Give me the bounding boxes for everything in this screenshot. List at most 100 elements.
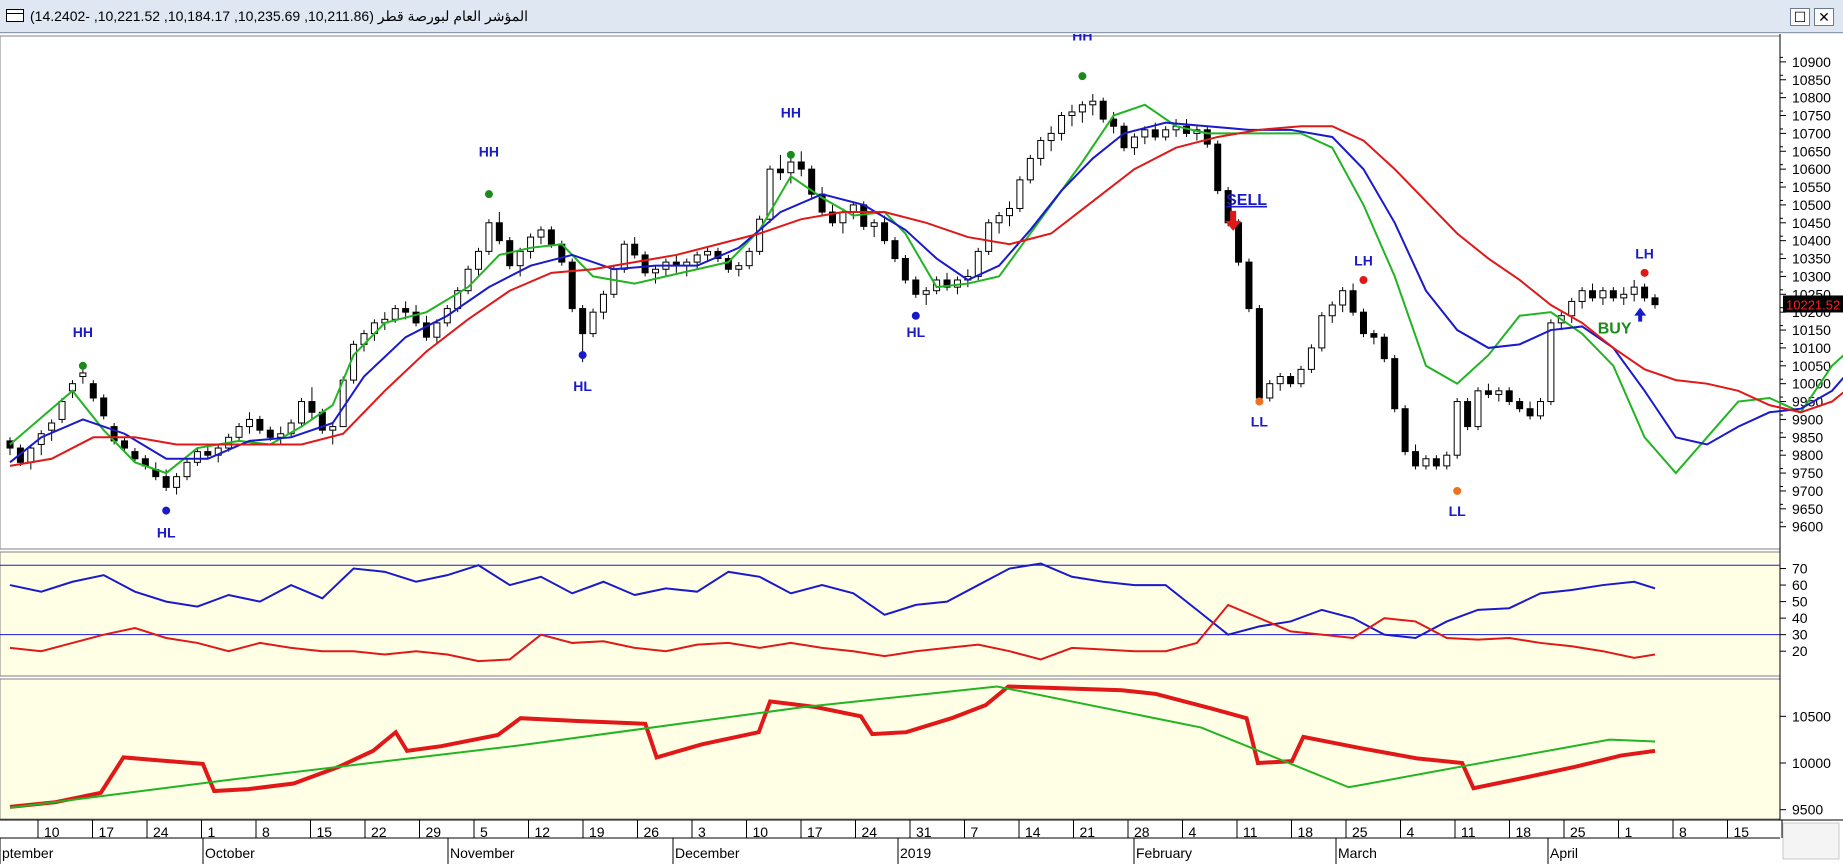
candle-up	[1318, 315, 1326, 349]
candle-up	[1141, 129, 1149, 138]
candle-up	[464, 268, 472, 292]
candle-up	[1037, 140, 1045, 159]
x-axis-bg	[0, 820, 1843, 865]
candle-up	[1620, 293, 1628, 299]
candle-up	[1089, 100, 1097, 106]
dmi-y-tick-label: 20	[1792, 643, 1808, 659]
candle-down	[1359, 311, 1367, 335]
lower-y-tick-label: 9500	[1792, 802, 1823, 818]
candle-down	[808, 168, 816, 195]
candle-up	[1078, 104, 1086, 113]
candle-up	[1005, 207, 1013, 217]
price-y-tick-label: 9650	[1792, 501, 1823, 517]
price-y-tick-label: 10550	[1792, 179, 1831, 195]
candle-up	[1578, 290, 1586, 302]
close-button[interactable]: ✕	[1814, 8, 1834, 26]
candle-down	[1432, 458, 1440, 467]
candle-up	[27, 447, 35, 463]
candle-up	[193, 451, 201, 463]
chart-area[interactable]: 9600 9650 9700 9750 9800 9850 9900 9950 10000 100…	[0, 34, 1843, 865]
candle-down	[204, 451, 212, 456]
dmi-y-tick-label: 30	[1792, 627, 1808, 643]
candle-up	[1266, 383, 1274, 399]
price-ma_fast-line	[9, 103, 1843, 475]
signal-label: HH	[479, 144, 499, 160]
x-day-label: 1	[1625, 824, 1633, 840]
signal-label: LL	[1449, 503, 1467, 519]
candle-up	[1599, 290, 1607, 299]
window-doc-icon[interactable]	[6, 9, 24, 22]
x-day-label: 8	[1679, 824, 1687, 840]
candle-down	[1120, 125, 1128, 149]
candle-up	[995, 215, 1003, 224]
price-panel-bg	[0, 35, 1781, 550]
price-y-tick-label: 10450	[1792, 215, 1831, 231]
candle-up	[1568, 300, 1576, 317]
lower-line	[9, 685, 1656, 809]
price-y-tick-label: 10350	[1792, 251, 1831, 267]
candle-up	[79, 372, 87, 378]
x-day-label: 28	[1134, 824, 1150, 840]
candle-up	[839, 211, 847, 224]
candle-up	[610, 268, 618, 295]
signal-label: HL	[157, 524, 176, 540]
candle-down	[1235, 222, 1243, 263]
candle-down	[641, 254, 649, 274]
signal-label: HL	[906, 324, 925, 340]
candle-down	[256, 418, 264, 431]
candle-down	[1609, 290, 1617, 299]
lower-line	[9, 684, 1656, 809]
candle-up	[985, 222, 993, 252]
candle-up	[1536, 401, 1544, 417]
x-month-label: December	[675, 845, 740, 861]
candle-down	[1380, 336, 1388, 360]
candle-down	[912, 279, 920, 295]
x-day-label: 1	[208, 824, 216, 840]
price-y-tick-label: 10500	[1792, 197, 1831, 213]
candle-down	[1484, 390, 1492, 395]
candle-down	[121, 440, 129, 449]
x-day-label: 29	[426, 824, 442, 840]
candle-down	[1151, 129, 1159, 138]
candle-down	[1516, 401, 1524, 410]
candle-down	[1245, 261, 1253, 310]
x-day-label: 24	[153, 824, 169, 840]
signal-dot	[911, 311, 920, 320]
candle-down	[308, 401, 316, 413]
candle-up	[516, 250, 524, 267]
x-day-label: 25	[1570, 824, 1586, 840]
dmi-y-tick-label: 60	[1792, 577, 1808, 593]
price-y-tick-label: 10850	[1792, 72, 1831, 88]
candle-down	[547, 229, 555, 245]
candle-up	[1276, 376, 1284, 385]
candle-down	[568, 261, 576, 310]
lower-y-tick-label: 10000	[1792, 755, 1831, 771]
candle-up	[1058, 115, 1066, 134]
candle-down	[891, 240, 899, 260]
candle-up	[433, 322, 441, 338]
x-day-label: 4	[1189, 824, 1197, 840]
candle-down	[1214, 143, 1222, 192]
maximize-button[interactable]: ☐	[1790, 8, 1810, 26]
x-day-label: 26	[644, 824, 660, 840]
candle-up	[1474, 390, 1482, 428]
signal-dot	[1255, 397, 1264, 406]
candle-down	[131, 451, 139, 460]
candle-up	[235, 426, 243, 438]
candle-down	[1589, 290, 1597, 299]
candle-up	[652, 268, 660, 274]
candle-down	[724, 258, 732, 270]
price-y-tick-label: 9700	[1792, 483, 1823, 499]
x-day-label: 8	[262, 824, 270, 840]
candle-up	[1297, 368, 1305, 385]
window-titlebar[interactable]: المؤشر العام لبورصة قطر (10,211.86, 10,2…	[0, 0, 1843, 33]
candle-down	[402, 308, 410, 313]
candle-up	[475, 250, 483, 270]
candle-up	[620, 243, 628, 270]
signal-dot	[786, 150, 795, 159]
chart-canvas[interactable]: 9600965097009750980098509900995010000100…	[0, 34, 1843, 865]
candle-up	[1547, 322, 1555, 403]
x-day-label: 7	[971, 824, 979, 840]
signal-dot	[1078, 72, 1087, 81]
candle-up	[173, 476, 181, 488]
